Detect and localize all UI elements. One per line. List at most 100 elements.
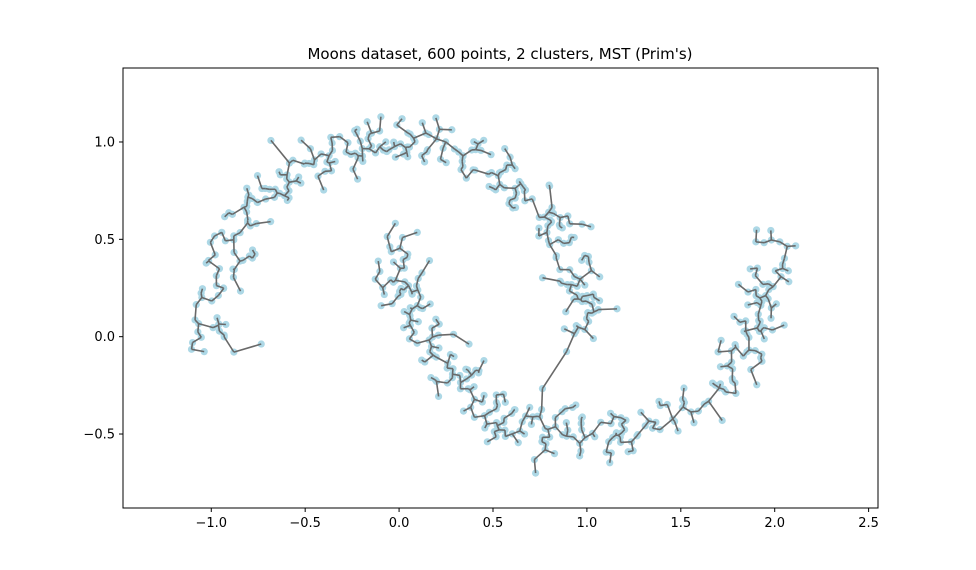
mst-edge (435, 381, 440, 397)
mst-edge (590, 270, 601, 278)
mst-edge (270, 139, 291, 164)
mst-edge (484, 423, 488, 429)
mst-edge (406, 253, 409, 258)
mst-edge (286, 178, 290, 183)
mst-edge (750, 369, 758, 386)
mst-edge (759, 294, 766, 299)
mst-edge (772, 276, 782, 288)
mst-edge (509, 156, 514, 166)
mst-edge (567, 215, 571, 225)
mst-edge (421, 151, 428, 157)
mst-edge (504, 164, 508, 170)
mst-edge (471, 369, 477, 376)
mst-edge (518, 180, 522, 185)
mst-edge (368, 148, 376, 154)
mst-edge (548, 186, 553, 208)
mst-edge (403, 285, 410, 291)
data-point (532, 469, 540, 477)
mst-edge (354, 128, 358, 132)
mst-edge (216, 317, 220, 325)
mst-edge (474, 169, 489, 175)
mst-edge (565, 298, 575, 313)
mst-edge (412, 137, 416, 143)
mst-edge (251, 253, 256, 259)
mst-edge (522, 186, 527, 191)
mst-edge (584, 432, 593, 439)
mst-edge (399, 237, 404, 249)
mst-edge (320, 153, 330, 157)
mst-edge (396, 118, 403, 126)
data-point (244, 216, 252, 224)
mst-edge (717, 340, 722, 353)
mst-edge (402, 259, 406, 269)
mst-edge (660, 403, 668, 407)
mst-edge (481, 395, 485, 403)
mst-edge (495, 183, 501, 191)
mst-edge (580, 423, 583, 430)
mst-edge (681, 406, 684, 409)
mst-edge (395, 153, 404, 158)
mst-edge (508, 203, 514, 209)
mst-edge (511, 430, 521, 435)
mst-edge (295, 180, 302, 184)
mst-edge (380, 302, 393, 307)
mst-edge (330, 135, 340, 139)
plot-area (187, 113, 800, 477)
x-tick-label: 2.0 (764, 516, 785, 531)
mst-edge (580, 299, 583, 303)
mst-edge (541, 437, 544, 442)
mst-edge (431, 345, 440, 349)
mst-edge (233, 260, 241, 270)
mst-edge (550, 221, 553, 224)
mst-edge (368, 145, 373, 150)
mst-edge (474, 398, 483, 403)
mst-edge (381, 287, 386, 295)
mst-edge (421, 359, 426, 363)
mst-edge (488, 185, 494, 189)
mst-edge (469, 389, 476, 400)
mst-edge (575, 324, 579, 328)
mst-edge (558, 224, 561, 227)
mst-edge (413, 132, 427, 140)
data-point (413, 228, 421, 237)
mst-edge (558, 217, 561, 225)
mst-edge (400, 143, 407, 149)
mst-edge (755, 241, 765, 244)
data-point (752, 226, 761, 234)
mst-edge (382, 279, 392, 289)
x-tick-label: 0.5 (483, 516, 504, 531)
mst-edge (770, 230, 773, 241)
mst-edge (386, 236, 391, 247)
mst-edge (754, 349, 763, 355)
mst-edge (396, 124, 409, 134)
mst-edge (345, 151, 352, 156)
mst-edge (578, 326, 586, 331)
data-point (218, 228, 226, 236)
mst-edge (404, 147, 408, 153)
mst-edge (256, 220, 271, 225)
mst-edge (523, 190, 526, 201)
mst-edge (756, 322, 761, 329)
mst-edge (754, 275, 764, 285)
mst-edge (454, 148, 460, 153)
mst-edge (434, 379, 438, 382)
data-point (243, 184, 251, 192)
mst-edge (620, 423, 626, 431)
data-point (732, 389, 740, 397)
mst-edge (640, 411, 650, 422)
mst-edge (408, 141, 416, 148)
mst-edge (608, 452, 613, 463)
mst-edge (672, 418, 676, 422)
mst-edge (735, 346, 744, 357)
mst-edge (565, 333, 576, 352)
mst-edge (392, 279, 396, 283)
mst-edge (509, 197, 516, 201)
mst-edge (308, 162, 314, 166)
mst-edge (575, 326, 580, 332)
mst-edge (690, 410, 699, 413)
mst-edge (767, 283, 774, 288)
data-point (792, 242, 800, 250)
mst-edge (621, 429, 626, 434)
mst-edge (580, 255, 586, 261)
